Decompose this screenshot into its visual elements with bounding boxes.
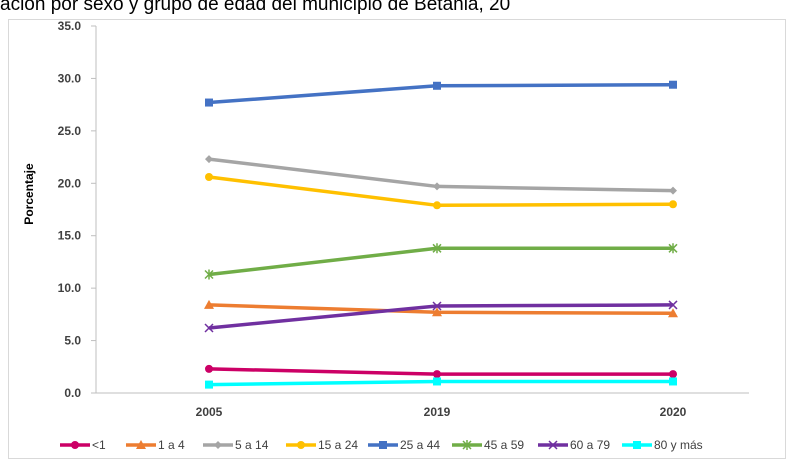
legend-item: 5 a 14 <box>203 438 269 452</box>
y-tick-label: 10.0 <box>58 281 82 295</box>
legend-label: 5 a 14 <box>235 438 269 452</box>
y-axis-label: Porcentaje <box>22 163 36 225</box>
data-point <box>205 172 213 181</box>
series-line <box>208 175 674 208</box>
legend-item: 15 a 24 <box>286 438 358 452</box>
legend-label: 45 a 59 <box>484 438 524 452</box>
y-tick-label: 0.0 <box>64 386 81 400</box>
series-2 <box>205 155 677 195</box>
legend-marker <box>136 440 146 449</box>
data-point <box>205 98 213 107</box>
data-point <box>204 269 214 280</box>
y-tick-label: 20.0 <box>58 176 82 190</box>
chart-title: ación por sexo y grupo de edad del munic… <box>0 0 511 15</box>
data-point <box>669 200 677 209</box>
y-tick-label: 5.0 <box>64 334 81 348</box>
legend-item: 45 a 59 <box>452 438 524 452</box>
data-point <box>433 81 441 90</box>
data-point <box>432 307 442 317</box>
data-point <box>205 155 213 164</box>
data-point <box>668 300 678 310</box>
data-point <box>205 364 213 373</box>
data-point <box>668 243 678 254</box>
data-point <box>669 80 677 89</box>
y-tick-label: 35.0 <box>58 19 82 33</box>
legend-item: 80 y más <box>622 438 703 452</box>
series-3 <box>205 172 677 210</box>
y-tick-label: 15.0 <box>58 229 82 243</box>
legend-label: <1 <box>92 438 106 452</box>
legend-marker <box>379 441 387 449</box>
data-point <box>433 201 441 210</box>
legend-marker <box>633 441 641 449</box>
legend-label: 15 a 24 <box>318 438 358 452</box>
data-point <box>668 308 678 318</box>
data-point <box>669 370 677 379</box>
data-point <box>433 377 441 386</box>
data-point <box>433 182 441 191</box>
data-point <box>205 380 213 389</box>
legend-label: 80 y más <box>654 438 703 452</box>
legend-item: 25 a 44 <box>368 438 440 452</box>
legend-item: <1 <box>60 438 106 452</box>
x-tick-label: 2020 <box>660 405 687 419</box>
legend-marker <box>297 441 305 449</box>
y-tick-label: 25.0 <box>58 124 82 138</box>
series-1 <box>204 299 678 318</box>
legend-item: 1 a 4 <box>126 438 185 452</box>
series-6 <box>204 300 678 333</box>
legend-label: 25 a 44 <box>400 438 440 452</box>
chart-frame <box>8 19 786 459</box>
legend-marker <box>214 441 222 449</box>
x-tick-label: 2005 <box>196 405 223 419</box>
data-point <box>432 243 442 254</box>
data-point <box>204 323 214 333</box>
x-tick-label: 2019 <box>424 405 451 419</box>
series-5 <box>204 243 678 280</box>
legend-marker <box>462 440 472 450</box>
legend-marker <box>548 440 558 450</box>
legend-marker <box>71 441 79 449</box>
legend-label: 60 a 79 <box>570 438 610 452</box>
data-point <box>204 299 214 309</box>
y-tick-label: 30.0 <box>58 71 82 85</box>
series-0 <box>205 364 677 379</box>
series-line <box>208 367 673 376</box>
series-7 <box>205 377 677 389</box>
data-point <box>669 377 677 386</box>
data-point <box>669 186 677 195</box>
data-point <box>432 301 442 311</box>
series-4 <box>205 80 677 107</box>
legend-item: 60 a 79 <box>538 438 610 452</box>
legend-label: 1 a 4 <box>158 438 185 452</box>
data-point <box>433 370 441 379</box>
